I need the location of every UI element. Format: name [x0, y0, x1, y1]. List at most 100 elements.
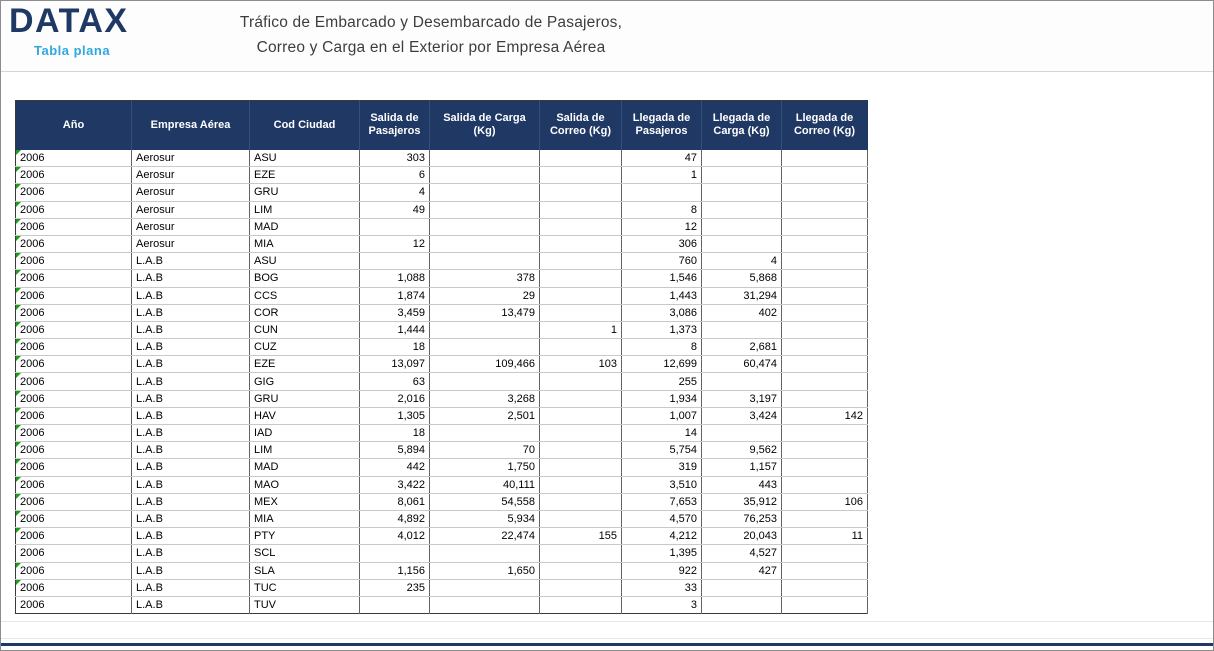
cell-llegada-pasajeros[interactable]: 3,510	[621, 476, 702, 494]
cell-cod-ciudad[interactable]: MAD	[249, 458, 360, 477]
cell-cod-ciudad[interactable]: EZE	[249, 166, 360, 185]
cell-cod-ciudad[interactable]: CCS	[249, 287, 360, 305]
cell-cod-ciudad[interactable]: CUN	[249, 321, 360, 340]
cell-llegada-pasajeros[interactable]: 33	[621, 579, 702, 597]
cell-salida-correo[interactable]	[539, 562, 622, 580]
cell-salida-carga[interactable]: 29	[429, 287, 540, 305]
cell-ano[interactable]: 2006	[15, 321, 132, 340]
cell-llegada-correo[interactable]	[781, 476, 868, 494]
cell-salida-correo[interactable]	[539, 218, 622, 236]
cell-salida-carga[interactable]	[429, 166, 540, 185]
cell-llegada-carga[interactable]: 443	[701, 476, 782, 494]
cell-empresa-aerea[interactable]: L.A.B	[131, 544, 250, 563]
cell-ano[interactable]: 2006	[15, 476, 132, 494]
cell-empresa-aerea[interactable]: L.A.B	[131, 269, 250, 288]
cell-empresa-aerea[interactable]: L.A.B	[131, 493, 250, 511]
cell-ano[interactable]: 2006	[15, 183, 132, 202]
cell-llegada-correo[interactable]	[781, 424, 868, 443]
cell-empresa-aerea[interactable]: L.A.B	[131, 579, 250, 597]
cell-cod-ciudad[interactable]: MAD	[249, 218, 360, 236]
cell-cod-ciudad[interactable]: GRU	[249, 390, 360, 408]
cell-llegada-correo[interactable]	[781, 355, 868, 374]
cell-cod-ciudad[interactable]: MAO	[249, 476, 360, 494]
cell-llegada-correo[interactable]: 106	[781, 493, 868, 511]
cell-ano[interactable]: 2006	[15, 407, 132, 426]
cell-ano[interactable]: 2006	[15, 544, 132, 563]
cell-salida-carga[interactable]	[429, 252, 540, 271]
cell-empresa-aerea[interactable]: Aerosur	[131, 218, 250, 236]
cell-llegada-correo[interactable]	[781, 218, 868, 236]
cell-llegada-pasajeros[interactable]: 3,086	[621, 304, 702, 322]
cell-empresa-aerea[interactable]: L.A.B	[131, 476, 250, 494]
cell-llegada-carga[interactable]	[701, 424, 782, 443]
cell-salida-correo[interactable]	[539, 201, 622, 219]
cell-salida-carga[interactable]	[429, 321, 540, 340]
cell-llegada-pasajeros[interactable]: 760	[621, 252, 702, 271]
cell-llegada-carga[interactable]: 20,043	[701, 527, 782, 546]
cell-ano[interactable]: 2006	[15, 218, 132, 236]
cell-cod-ciudad[interactable]: LIM	[249, 201, 360, 219]
cell-cod-ciudad[interactable]: MIA	[249, 510, 360, 529]
cell-cod-ciudad[interactable]: CUZ	[249, 338, 360, 357]
cell-cod-ciudad[interactable]: PTY	[249, 527, 360, 546]
cell-empresa-aerea[interactable]: L.A.B	[131, 458, 250, 477]
cell-ano[interactable]: 2006	[15, 458, 132, 477]
cell-llegada-carga[interactable]: 60,474	[701, 355, 782, 374]
cell-salida-pasajeros[interactable]: 4,012	[359, 527, 430, 546]
cell-llegada-pasajeros[interactable]: 1,395	[621, 544, 702, 563]
cell-llegada-carga[interactable]: 3,424	[701, 407, 782, 426]
cell-llegada-carga[interactable]: 4	[701, 252, 782, 271]
cell-salida-pasajeros[interactable]	[359, 252, 430, 271]
cell-salida-pasajeros[interactable]: 1,156	[359, 562, 430, 580]
cell-salida-carga[interactable]	[429, 544, 540, 563]
column-header-llegada-carga[interactable]: Llegada de Carga (Kg)	[701, 100, 782, 150]
cell-ano[interactable]: 2006	[15, 201, 132, 219]
cell-llegada-pasajeros[interactable]: 7,653	[621, 493, 702, 511]
cell-ano[interactable]: 2006	[15, 424, 132, 443]
cell-salida-pasajeros[interactable]	[359, 544, 430, 563]
cell-llegada-correo[interactable]: 11	[781, 527, 868, 546]
column-header-llegada-correo[interactable]: Llegada de Correo (Kg)	[781, 100, 868, 150]
cell-salida-correo[interactable]	[539, 235, 622, 254]
cell-ano[interactable]: 2006	[15, 287, 132, 305]
cell-cod-ciudad[interactable]: BOG	[249, 269, 360, 288]
cell-salida-carga[interactable]	[429, 201, 540, 219]
cell-salida-pasajeros[interactable]: 3,422	[359, 476, 430, 494]
cell-salida-pasajeros[interactable]: 442	[359, 458, 430, 477]
cell-llegada-pasajeros[interactable]: 255	[621, 372, 702, 391]
cell-salida-pasajeros[interactable]: 4,892	[359, 510, 430, 529]
cell-llegada-correo[interactable]: 142	[781, 407, 868, 426]
column-header-llegada-pasajeros[interactable]: Llegada de Pasajeros	[621, 100, 702, 150]
cell-salida-carga[interactable]	[429, 218, 540, 236]
cell-salida-pasajeros[interactable]: 1,444	[359, 321, 430, 340]
cell-llegada-carga[interactable]: 427	[701, 562, 782, 580]
cell-ano[interactable]: 2006	[15, 527, 132, 546]
column-header-ano[interactable]: Año	[15, 100, 132, 150]
cell-salida-carga[interactable]: 109,466	[429, 355, 540, 374]
cell-llegada-carga[interactable]: 76,253	[701, 510, 782, 529]
cell-llegada-pasajeros[interactable]: 8	[621, 201, 702, 219]
cell-llegada-pasajeros[interactable]: 1	[621, 166, 702, 185]
cell-salida-carga[interactable]: 378	[429, 269, 540, 288]
cell-cod-ciudad[interactable]: COR	[249, 304, 360, 322]
cell-llegada-pasajeros[interactable]: 1,007	[621, 407, 702, 426]
cell-salida-correo[interactable]	[539, 596, 622, 614]
cell-llegada-pasajeros[interactable]: 12	[621, 218, 702, 236]
cell-salida-pasajeros[interactable]: 3,459	[359, 304, 430, 322]
cell-cod-ciudad[interactable]: GIG	[249, 372, 360, 391]
cell-empresa-aerea[interactable]: L.A.B	[131, 441, 250, 460]
cell-empresa-aerea[interactable]: L.A.B	[131, 338, 250, 357]
cell-ano[interactable]: 2006	[15, 372, 132, 391]
cell-llegada-carga[interactable]: 9,562	[701, 441, 782, 460]
cell-ano[interactable]: 2006	[15, 493, 132, 511]
cell-llegada-carga[interactable]	[701, 218, 782, 236]
cell-ano[interactable]: 2006	[15, 596, 132, 614]
cell-llegada-correo[interactable]	[781, 441, 868, 460]
cell-cod-ciudad[interactable]: MIA	[249, 235, 360, 254]
cell-cod-ciudad[interactable]: TUV	[249, 596, 360, 614]
cell-llegada-correo[interactable]	[781, 149, 868, 168]
column-header-salida-correo[interactable]: Salida de Correo (Kg)	[539, 100, 622, 150]
cell-salida-carga[interactable]: 1,750	[429, 458, 540, 477]
cell-salida-carga[interactable]	[429, 338, 540, 357]
cell-llegada-pasajeros[interactable]: 922	[621, 562, 702, 580]
